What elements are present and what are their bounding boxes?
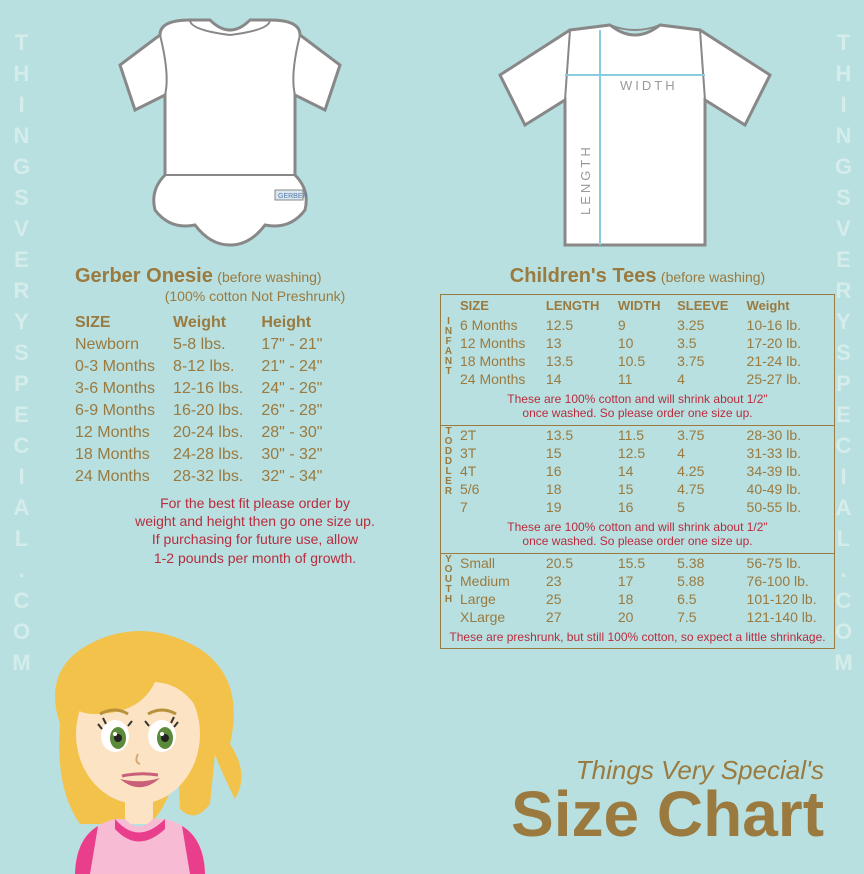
table-row: Large25186.5101-120 lb. xyxy=(441,590,834,608)
group-label: YOUTH xyxy=(441,553,456,626)
onesie-col-header: SIZE xyxy=(75,312,173,334)
table-row: TODDLER2T13.511.53.7528-30 lb. xyxy=(441,425,834,444)
group-label: INFANT xyxy=(441,316,456,388)
shrink-note: These are 100% cotton and will shrink ab… xyxy=(441,388,834,425)
table-row: YOUTHSmall20.515.55.3856-75 lb. xyxy=(441,553,834,572)
table-row: INFANT6 Months12.593.2510-16 lb. xyxy=(441,316,834,334)
table-row: 71916550-55 lb. xyxy=(441,498,834,516)
onesie-size-section: Gerber Onesie (before washing) (100% cot… xyxy=(75,265,435,567)
table-row: 3-6 Months12-16 lbs.24" - 26" xyxy=(75,378,340,400)
table-row: 12 Months20-24 lbs.28" - 30" xyxy=(75,422,340,444)
onesie-table: SIZEWeightHeight Newborn5-8 lbs.17" - 21… xyxy=(75,312,340,488)
svg-text:LENGTH: LENGTH xyxy=(578,144,593,215)
shrink-note: These are 100% cotton and will shrink ab… xyxy=(441,516,834,553)
onesie-illustration: GERBER xyxy=(90,15,370,260)
table-row: 24 Months1411425-27 lb. xyxy=(441,370,834,388)
table-row: 18 Months13.510.53.7521-24 lb. xyxy=(441,352,834,370)
tees-title: Children's Tees (before washing) xyxy=(440,265,835,288)
table-row: Medium23175.8876-100 lb. xyxy=(441,572,834,590)
table-row: 5/618154.7540-49 lb. xyxy=(441,480,834,498)
onesie-tip: For the best fit please order byweight a… xyxy=(75,494,435,567)
table-row: 6-9 Months16-20 lbs.26" - 28" xyxy=(75,400,340,422)
tees-col-header: Weight xyxy=(743,295,834,316)
onesie-title: Gerber Onesie (before washing) xyxy=(75,265,435,288)
tees-col-header: SIZE xyxy=(456,295,542,316)
footer-title: Things Very Special's Size Chart xyxy=(511,755,824,844)
tees-col-header: LENGTH xyxy=(542,295,614,316)
tshirt-illustration: LENGTH WIDTH xyxy=(470,15,800,260)
girl-illustration xyxy=(20,624,260,874)
table-row: 12 Months13103.517-20 lb. xyxy=(441,334,834,352)
table-row: 24 Months28-32 lbs.32" - 34" xyxy=(75,466,340,488)
svg-text:WIDTH: WIDTH xyxy=(620,78,678,93)
svg-text:GERBER: GERBER xyxy=(278,193,308,200)
table-row: 18 Months24-28 lbs.30" - 32" xyxy=(75,444,340,466)
table-row: XLarge27207.5121-140 lb. xyxy=(441,608,834,626)
onesie-subtitle: (100% cotton Not Preshrunk) xyxy=(75,288,435,304)
table-row: 0-3 Months8-12 lbs.21" - 24" xyxy=(75,356,340,378)
onesie-col-header: Height xyxy=(261,312,340,334)
tees-size-section: Children's Tees (before washing) SIZELEN… xyxy=(440,265,835,649)
group-label: TODDLER xyxy=(441,425,456,516)
tees-col-header: SLEEVE xyxy=(673,295,742,316)
tees-table: SIZELENGTHWIDTHSLEEVEWeightINFANT6 Month… xyxy=(441,295,834,648)
table-row: 4T16144.2534-39 lb. xyxy=(441,462,834,480)
onesie-col-header: Weight xyxy=(173,312,261,334)
shrink-note: These are preshrunk, but still 100% cott… xyxy=(441,626,834,648)
table-row: 3T1512.5431-33 lb. xyxy=(441,444,834,462)
table-row: Newborn5-8 lbs.17" - 21" xyxy=(75,334,340,356)
watermark-left: THINGSVERYSPECIAL.COM xyxy=(8,30,34,681)
tees-col-header: WIDTH xyxy=(614,295,673,316)
